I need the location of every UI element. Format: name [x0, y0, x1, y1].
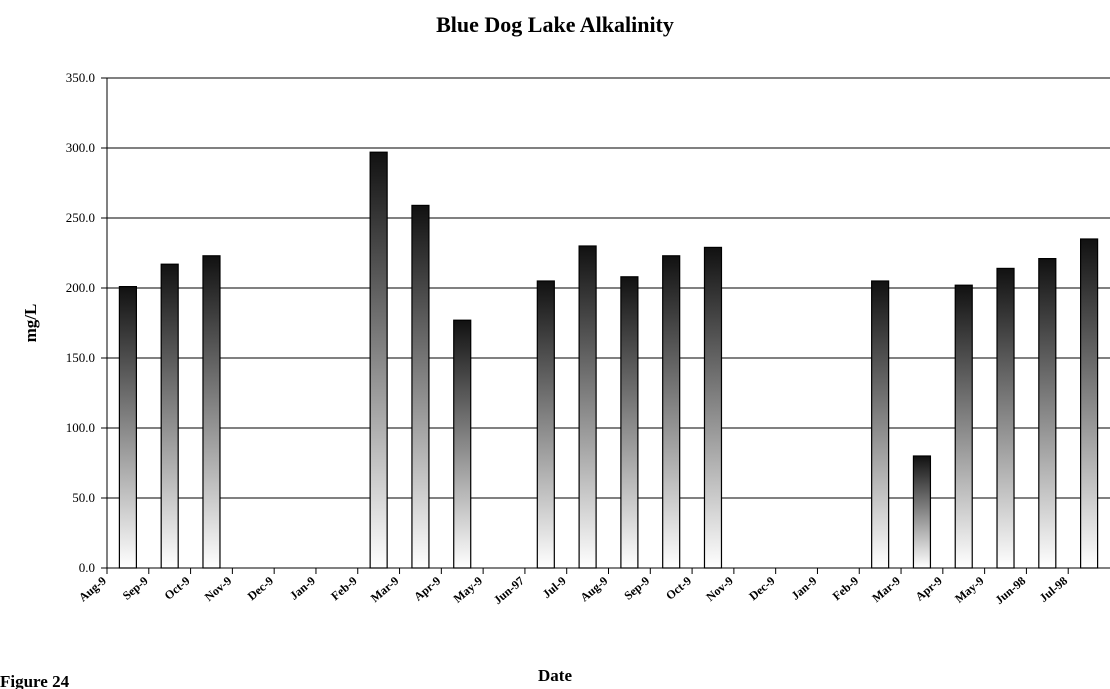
y-tick-label: 100.0	[66, 420, 95, 435]
bar	[1080, 238, 1099, 569]
x-tick-label: Nov-9	[703, 574, 735, 604]
x-tick-label: May-9	[952, 574, 987, 606]
x-tick-label: Sep-9	[120, 574, 151, 603]
x-tick-label: Dec-9	[245, 574, 276, 604]
bar	[620, 276, 639, 569]
y-tick-label: 0.0	[79, 560, 95, 575]
bar	[536, 280, 555, 569]
x-tick-label: Sep-9	[621, 574, 652, 603]
bar	[703, 246, 723, 569]
x-tick-label: Dec-9	[746, 574, 777, 604]
bar	[202, 255, 221, 569]
x-tick-label: Jul-98	[1037, 574, 1071, 605]
bar	[1038, 258, 1057, 569]
bar	[662, 255, 681, 569]
y-tick-label: 250.0	[66, 210, 95, 225]
x-tick-label: Mar-9	[368, 574, 402, 605]
x-tick-label: Jul-9	[540, 574, 569, 601]
bar	[118, 286, 137, 569]
x-tick-label: Oct-9	[162, 574, 193, 603]
y-tick-label: 150.0	[66, 350, 95, 365]
x-axis-label: Date	[538, 666, 572, 685]
y-tick-label: 200.0	[66, 280, 95, 295]
x-tick-label: May-9	[451, 574, 486, 606]
y-axis-label: mg/L	[21, 304, 40, 343]
x-tick-label: Apr-9	[411, 574, 443, 604]
chart-title: Blue Dog Lake Alkalinity	[436, 12, 674, 37]
x-tick-label: Jan-9	[287, 574, 318, 603]
x-tick-label: Nov-9	[202, 574, 234, 604]
x-tick-label: Feb-9	[328, 574, 359, 604]
bar	[954, 284, 973, 569]
annotation: Figure 24	[0, 672, 70, 689]
x-tick-label: Aug-9	[577, 574, 610, 605]
bar	[453, 319, 472, 569]
bar	[369, 151, 388, 569]
x-tick-label: Jan-9	[788, 574, 819, 603]
y-tick-label: 50.0	[72, 490, 95, 505]
bar	[996, 267, 1015, 569]
bar	[912, 455, 932, 569]
x-tick-label: Oct-9	[663, 574, 694, 603]
bar	[411, 204, 430, 569]
x-tick-label: Apr-9	[913, 574, 945, 604]
y-tick-label: 350.0	[66, 70, 95, 85]
x-tick-label: Aug-9	[76, 574, 109, 605]
x-tick-label: Feb-9	[830, 574, 861, 604]
x-tick-label: Jun-97	[491, 574, 527, 607]
bar	[160, 263, 179, 569]
x-tick-label: Jun-98	[992, 574, 1028, 607]
bar	[871, 280, 890, 569]
bar	[578, 245, 597, 569]
y-tick-label: 300.0	[66, 140, 95, 155]
x-tick-label: Mar-9	[869, 574, 903, 605]
